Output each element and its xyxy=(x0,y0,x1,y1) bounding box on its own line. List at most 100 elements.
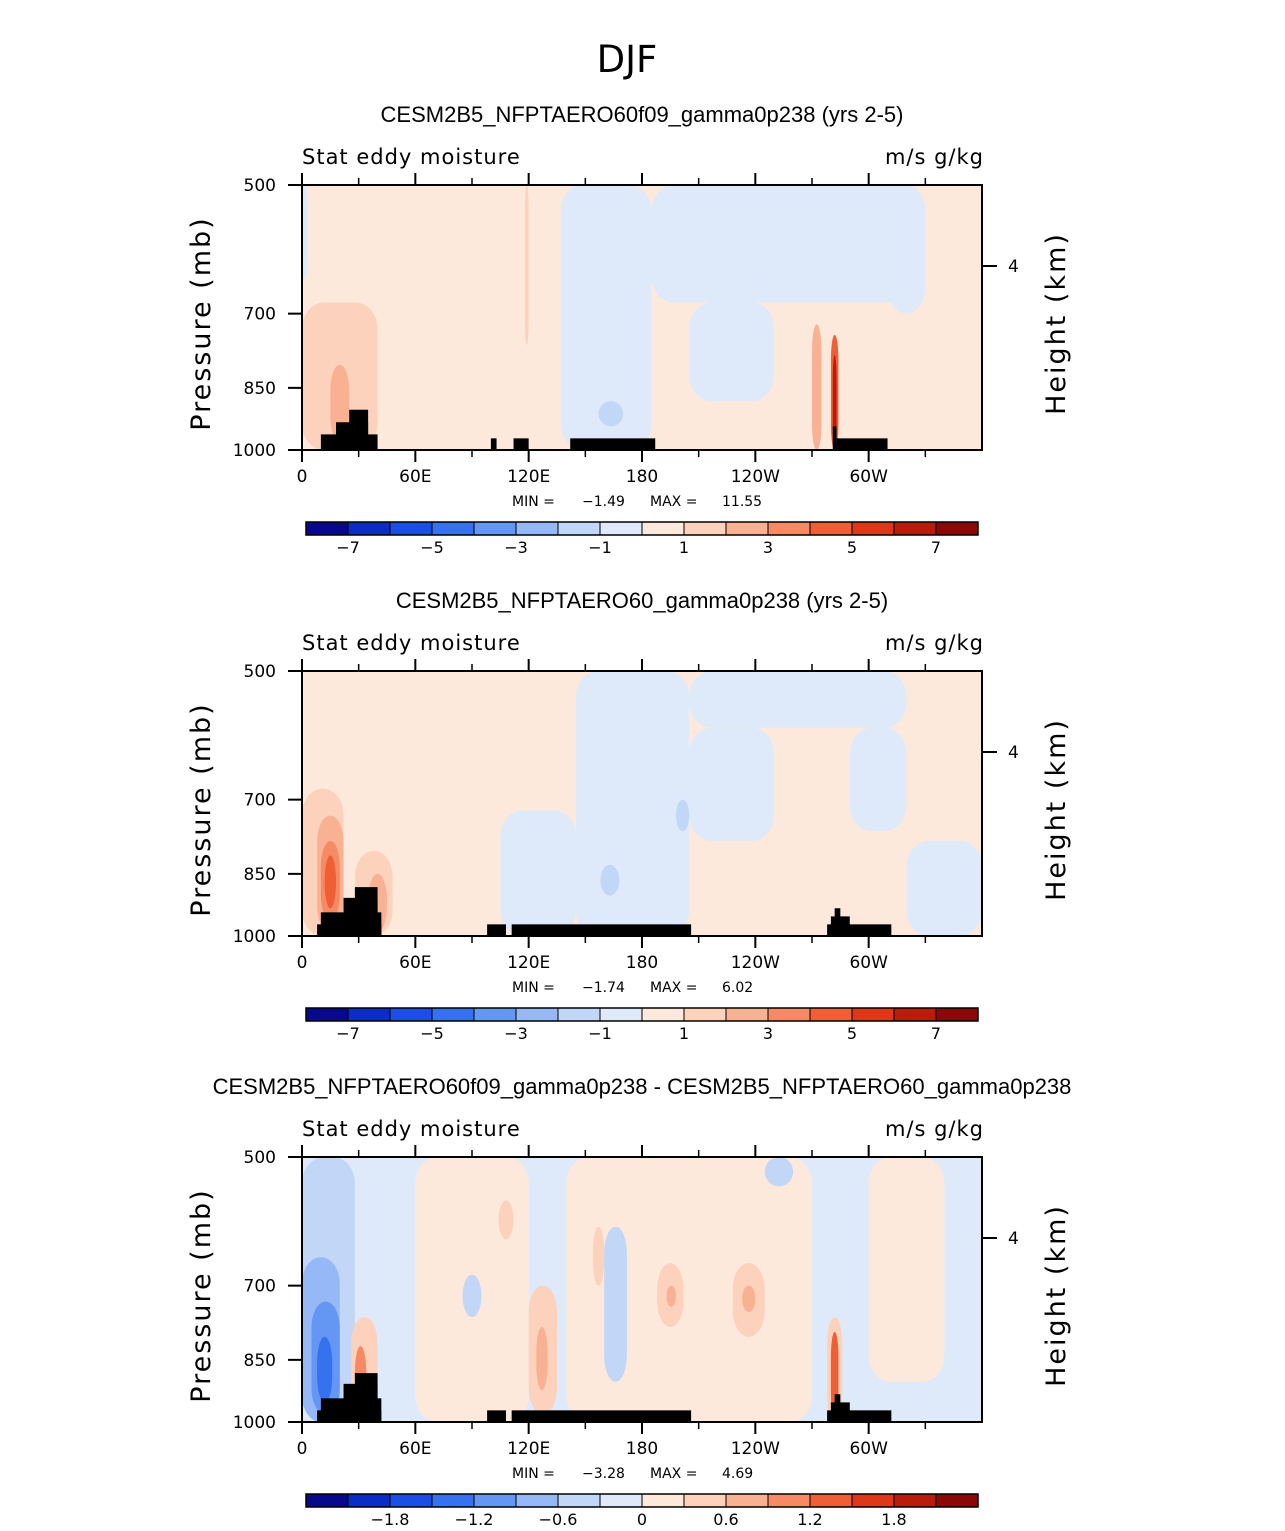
y-tick-label: 700 xyxy=(244,305,276,325)
x-tick-label: 60E xyxy=(399,1439,431,1459)
colorbar-swatch xyxy=(852,522,894,535)
contour-field xyxy=(302,671,982,936)
left-label: Stat eddy moisture xyxy=(302,1117,521,1141)
terrain-mask xyxy=(487,924,506,936)
x-tick-label: 0 xyxy=(297,1439,308,1459)
colorbar-frame xyxy=(305,1007,979,1022)
contour-region xyxy=(302,185,308,280)
y-tick-label: 500 xyxy=(244,662,276,682)
left-label: Stat eddy moisture xyxy=(302,631,521,655)
colorbar-label: −5 xyxy=(420,538,444,557)
max-label: MAX = xyxy=(650,494,697,510)
y-tick-label: 1000 xyxy=(233,441,276,461)
colorbar-swatch xyxy=(516,1008,558,1021)
contour-region xyxy=(849,727,907,832)
colorbar-swatch xyxy=(684,1008,726,1021)
colorbar-swatch xyxy=(642,522,684,535)
colorbar-swatch xyxy=(642,1008,684,1021)
contour-region xyxy=(566,1157,812,1422)
y-tick-label: 700 xyxy=(244,791,276,811)
colorbar-label: 0.6 xyxy=(713,1510,738,1529)
terrain-mask xyxy=(511,1410,692,1422)
colorbar-swatch xyxy=(684,522,726,535)
y-tick-label: 700 xyxy=(244,1277,276,1297)
colorbar-label: −1 xyxy=(588,538,612,557)
y-tick-label: 1000 xyxy=(233,927,276,947)
x-tick-label: 120W xyxy=(731,953,780,973)
colorbar-swatch xyxy=(558,522,600,535)
contour-region xyxy=(600,864,620,896)
colorbar-swatch xyxy=(810,1494,852,1507)
y-tick-label: 1000 xyxy=(233,1413,276,1433)
colorbar-swatch xyxy=(642,1494,684,1507)
contour-region xyxy=(832,355,837,450)
terrain-mask xyxy=(836,438,888,450)
y-axis-title-right: Height (km) xyxy=(1041,1204,1072,1387)
min-label: MIN = xyxy=(512,1466,555,1482)
colorbar-swatch xyxy=(306,1494,348,1507)
colorbar-swatch xyxy=(558,1008,600,1021)
contour-region xyxy=(317,1336,333,1403)
colorbar-swatch xyxy=(726,522,768,535)
colorbar-swatch xyxy=(936,1494,978,1507)
colorbar-swatch xyxy=(390,1008,432,1021)
max-label: MAX = xyxy=(650,980,697,996)
colorbar-swatch xyxy=(390,1494,432,1507)
colorbar-label: −0.6 xyxy=(539,1510,578,1529)
contour-region xyxy=(689,727,775,842)
right-label: m/s g/kg xyxy=(885,631,984,655)
x-tick-label: 60W xyxy=(849,1439,888,1459)
colorbar-label: −1.2 xyxy=(455,1510,494,1529)
colorbar-swatch xyxy=(852,1008,894,1021)
contour-region xyxy=(676,799,690,832)
colorbar-swatch xyxy=(894,1008,936,1021)
colorbar-label: 1 xyxy=(679,1024,689,1043)
colorbar-swatch xyxy=(768,1494,810,1507)
colorbar-swatch xyxy=(768,1008,810,1021)
contour-region xyxy=(524,185,529,346)
x-tick-label: 120E xyxy=(507,953,550,973)
colorbar: −7 −5 −3 −1 1 3 5 7 xyxy=(305,521,979,557)
colorbar-swatch xyxy=(432,1494,474,1507)
panel-title: CESM2B5_NFPTAERO60f09_gamma0p238 (yrs 2-… xyxy=(381,102,904,127)
colorbar-label: −1 xyxy=(588,1024,612,1043)
colorbar-swatch xyxy=(684,1494,726,1507)
colorbar-frame xyxy=(305,1493,979,1508)
contour-region xyxy=(598,401,624,427)
max-value: 6.02 xyxy=(722,980,753,996)
max-label: MAX = xyxy=(650,1466,697,1482)
terrain-mask xyxy=(511,924,692,936)
contour-region xyxy=(689,302,775,402)
contour-region xyxy=(324,855,336,909)
colorbar-swatch xyxy=(516,522,558,535)
colorbar-swatch xyxy=(894,1494,936,1507)
min-label: MIN = xyxy=(512,494,555,510)
min-value: −1.74 xyxy=(582,980,625,996)
y-tick-label: 500 xyxy=(244,1148,276,1168)
chart-panel-3: CESM2B5_NFPTAERO60f09_gamma0p238 - CESM2… xyxy=(186,1074,1072,1529)
terrain-mask xyxy=(570,438,656,450)
colorbar-label: 0 xyxy=(637,1510,647,1529)
left-label: Stat eddy moisture xyxy=(302,145,521,169)
colorbar-frame xyxy=(305,521,979,536)
colorbar-swatch xyxy=(894,522,936,535)
colorbar-label: 3 xyxy=(763,1024,773,1043)
contour-region xyxy=(560,185,652,450)
terrain-mask xyxy=(487,1410,506,1422)
colorbar-swatch xyxy=(390,522,432,535)
colorbar-swatch xyxy=(936,522,978,535)
colorbar-swatch xyxy=(474,522,516,535)
x-tick-label: 120W xyxy=(731,467,780,487)
contour-region xyxy=(575,671,690,936)
colorbar-label: 1.8 xyxy=(881,1510,906,1529)
terrain-mask xyxy=(349,409,369,450)
x-tick-label: 180 xyxy=(626,1439,658,1459)
x-tick-label: 60E xyxy=(399,467,431,487)
contour-region xyxy=(689,671,907,728)
contour-field xyxy=(302,1157,982,1422)
colorbar-swatch xyxy=(600,522,642,535)
colorbar-swatch xyxy=(432,1008,474,1021)
contour-region xyxy=(498,1200,514,1240)
colorbar-swatch xyxy=(810,522,852,535)
